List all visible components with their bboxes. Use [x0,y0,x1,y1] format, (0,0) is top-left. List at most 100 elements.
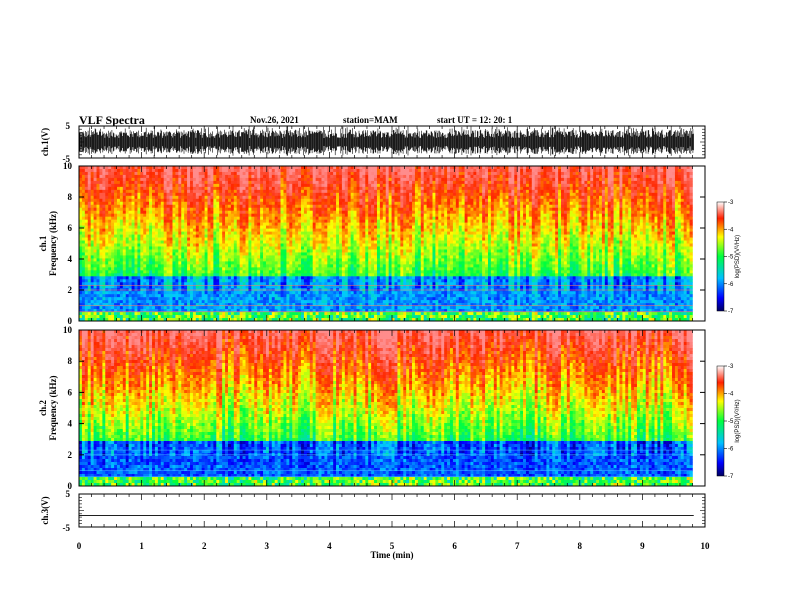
spectrogram-cell [178,189,182,194]
spectrogram-cell [119,306,124,310]
spectrogram-cell [330,171,334,176]
spectrogram-cell [333,192,337,197]
spectrogram-cell [181,258,185,262]
spectrogram-cell [146,195,150,200]
spectrogram-cell [330,258,334,262]
spectrogram-cell [309,204,314,209]
spectrogram-cell [263,177,267,182]
spectrogram-cell [341,171,346,176]
spectrogram-cell [265,252,270,256]
spectrogram-cell [122,198,127,203]
spectrogram-cell [257,171,261,176]
spectrogram-cell [318,285,322,289]
spectrogram-cell [163,231,167,235]
spectrogram-cell [102,255,106,259]
spectrogram-cell [353,303,357,307]
spectrogram-cell [149,294,153,298]
spectrogram-cell [195,261,200,265]
spectrogram-cell [350,180,354,185]
spectrogram-cell [87,198,91,203]
spectrogram-cell [333,204,337,209]
spectrogram-cell [187,186,191,191]
spectrogram-cell [169,264,173,268]
spectrogram-cell [157,315,162,319]
spectrogram-cell [81,198,86,203]
spectrogram-cell [114,219,118,223]
spectrogram-cell [137,309,141,313]
spectrogram-cell [201,312,205,316]
spectrogram-cell [160,240,165,244]
spectrogram-cell [213,207,217,212]
spectrogram-cell [344,237,349,241]
spectrogram-cell [184,261,188,265]
spectrogram-cell [119,252,124,256]
spectrogram-cell [99,282,103,286]
spectrogram-cell [356,192,360,197]
spectrogram-cell [230,234,235,238]
spectrogram-cell [306,261,311,265]
spectrogram-cell [230,192,235,197]
spectrogram-cell [233,261,238,265]
spectrogram-cell [236,243,240,247]
spectrogram-cell [146,252,150,256]
spectrogram-cell [181,300,185,304]
spectrogram-cell [336,309,340,313]
spectrogram-cell [210,303,214,307]
spectrogram-cell [333,207,337,212]
spectrogram-cell [122,282,127,286]
spectrogram-cell [242,177,246,182]
spectrogram-cell [265,303,270,307]
spectrogram-cell [219,213,223,217]
spectrogram-cell [225,306,229,310]
spectrogram-cell [280,258,284,262]
spectrogram-cell [157,276,162,280]
spectrogram-cell [149,261,153,265]
spectrogram-cell [271,201,276,206]
spectrogram-cell [114,276,118,280]
spectrogram-cell [178,225,182,229]
spectrogram-cell [321,282,325,286]
spectrogram-cell [298,192,302,197]
spectrogram-cell [268,234,273,238]
spectrogram-cell [286,219,290,223]
spectrogram-cell [102,168,106,173]
spectrogram-cell [298,168,302,173]
spectrogram-cell [131,312,135,316]
spectrogram-cell [87,246,91,250]
spectrogram-cell [260,222,264,226]
spectrogram-cell [245,252,249,256]
spectrogram-cell [242,306,246,310]
spectrogram-cell [274,192,278,197]
spectrogram-cell [160,312,165,316]
spectrogram-cell [146,237,150,241]
spectrogram-cell [268,249,273,253]
spectrogram-cell [268,252,273,256]
spectrogram-cell [239,168,243,173]
spectrogram-cell [210,261,214,265]
spectrogram-cell [254,171,258,176]
spectrogram-cell [245,255,249,259]
spectrogram-cell [81,234,86,238]
spectrogram-cell [239,294,243,298]
spectrogram-cell [245,166,249,170]
spectrogram-cell [122,171,127,176]
spectrogram-cell [187,300,191,304]
spectrogram-cell [116,312,121,316]
spectrogram-cell [169,255,173,259]
spectrogram-cell [306,183,311,188]
spectrogram-cell [303,228,308,232]
spectrogram-cell [131,318,135,322]
spectrogram-cell [344,276,349,280]
spectrogram-cell [280,177,284,182]
spectrogram-cell [268,213,273,217]
spectrogram-cell [201,168,205,173]
spectrogram-cell [105,189,109,194]
spectrogram-cell [96,294,100,298]
spectrogram-cell [111,273,115,277]
spectrogram-cell [265,168,270,173]
spectrogram-cell [195,270,200,274]
spectrogram-cell [219,207,223,212]
spectrogram-cell [140,273,144,277]
spectrogram-cell [198,222,202,226]
spectrogram-cell [114,309,118,313]
